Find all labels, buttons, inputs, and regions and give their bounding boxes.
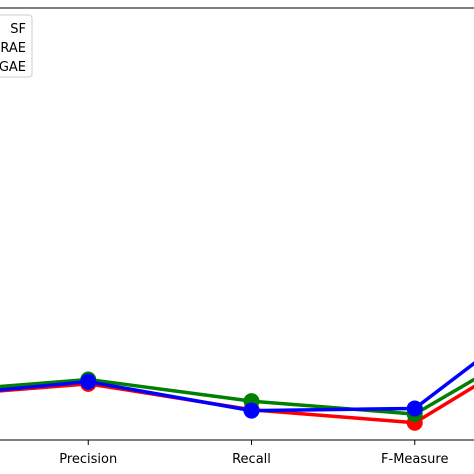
legend: SF RAE GAE	[0, 14, 33, 78]
legend-label: GAE	[0, 60, 26, 75]
x-tick-label: Precision	[59, 452, 117, 467]
data-point-gae	[80, 373, 97, 390]
plot-area	[0, 7, 474, 441]
series-line-rae	[0, 377, 474, 416]
legend-box	[0, 14, 33, 78]
legend-label: SF	[10, 22, 26, 37]
data-point-gae	[406, 400, 423, 417]
x-axis: Precision Recall F-Measure	[59, 440, 448, 467]
x-tick-label: F-Measure	[381, 452, 448, 467]
legend-label: RAE	[0, 41, 26, 56]
data-point-gae	[243, 402, 260, 419]
series-gae	[0, 361, 474, 419]
x-tick-label: Recall	[232, 452, 271, 467]
series-layer	[0, 361, 474, 431]
series-rae	[0, 371, 474, 423]
series-line-gae	[0, 361, 474, 413]
